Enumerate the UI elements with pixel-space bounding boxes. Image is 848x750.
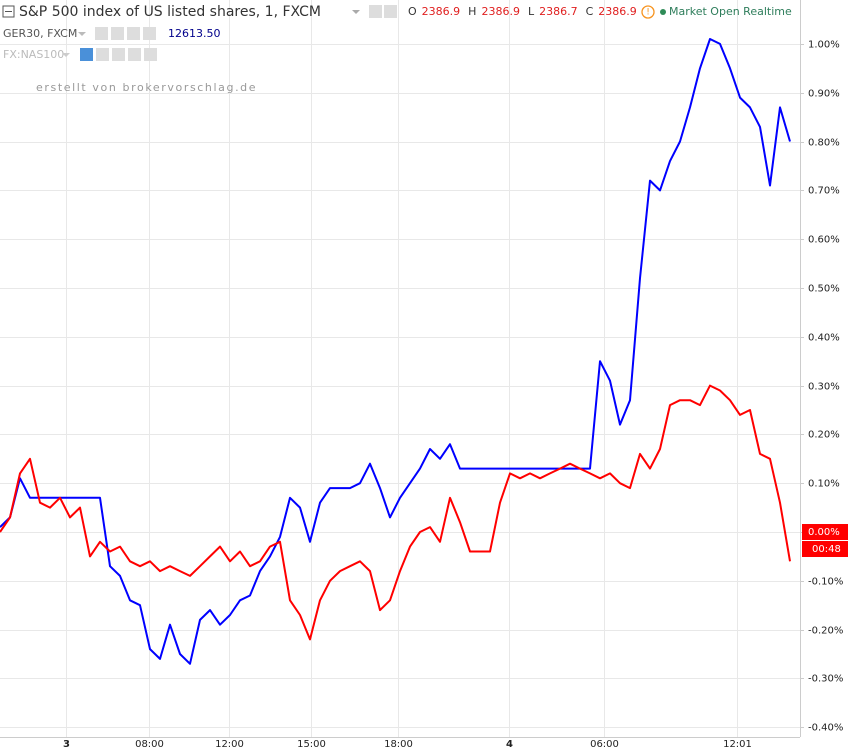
axes: 1.00% 0.90% 0.80% 0.70% 0.60% 0.50% 0.40% 0.30%… <box>63 40 848 750</box>
price-tag-label: 0.00% <box>808 527 840 538</box>
series-line <box>0 38 791 665</box>
y-tick-label: 0.30% <box>808 382 840 393</box>
y-tick-label: 0.60% <box>808 235 840 246</box>
y-tick-label: 0.80% <box>808 138 840 149</box>
ohlc-label: C <box>586 5 594 18</box>
ohlc-label: H <box>468 5 476 18</box>
hidden-comparison: FX:NAS100 <box>3 48 64 61</box>
x-tick-label: 06:00 <box>590 739 619 750</box>
x-tick-label: 3 <box>63 739 70 750</box>
settings-icon[interactable] <box>96 48 109 61</box>
ohlc-value: 2386.9 <box>598 5 637 18</box>
status-dot <box>660 9 666 15</box>
plot <box>0 38 791 665</box>
eye-icon[interactable] <box>80 48 93 61</box>
dropdown-icon[interactable] <box>352 10 360 14</box>
chart-title: S&P 500 index of US listed shares, 1, FX… <box>19 4 321 20</box>
dropdown-icon[interactable] <box>78 32 86 36</box>
y-tick-label: 1.00% <box>808 40 840 51</box>
dropdown-icon[interactable] <box>62 53 70 57</box>
legend-entry: GER30, FXCM <box>3 27 77 40</box>
series-line <box>0 384 791 641</box>
legend-value: 12613.50 <box>168 27 221 40</box>
countdown-label: 00:48 <box>812 544 841 555</box>
ohlc-value: 2386.9 <box>422 5 461 18</box>
ohlc-value: 2386.7 <box>539 5 578 18</box>
y-tick-label: 0.50% <box>808 284 840 295</box>
x-tick-label: 12:01 <box>723 739 752 750</box>
add-icon[interactable] <box>112 48 125 61</box>
y-tick-label: 0.40% <box>808 333 840 344</box>
market-status: Market Open Realtime <box>669 5 792 18</box>
y-tick-label: 0.10% <box>808 479 840 490</box>
y-tick-label: -0.40% <box>808 723 843 734</box>
ohlc-value: 2386.9 <box>481 5 520 18</box>
remove-icon[interactable] <box>128 48 141 61</box>
watermark: erstellt von brokervorschlag.de <box>36 81 257 94</box>
x-tick-label: 18:00 <box>384 739 413 750</box>
alert-icon[interactable] <box>641 5 655 19</box>
settings-icon[interactable] <box>384 5 397 18</box>
eye-icon[interactable] <box>369 5 382 18</box>
close-icon[interactable] <box>144 48 157 61</box>
x-tick-label: 12:00 <box>215 739 244 750</box>
ohlc: O 2386.9 H 2386.9 L 2386.7 C 2386.9 <box>408 5 637 18</box>
x-tick-label: 4 <box>506 739 513 750</box>
x-tick-label: 08:00 <box>135 739 164 750</box>
settings-icon[interactable] <box>111 27 124 40</box>
y-tick-label: 0.20% <box>808 430 840 441</box>
countdown-tag <box>802 541 848 558</box>
remove-icon[interactable] <box>143 27 156 40</box>
add-icon[interactable] <box>127 27 140 40</box>
y-tick-label: 0.90% <box>808 89 840 100</box>
y-tick-label: 0.70% <box>808 186 840 197</box>
ohlc-label: L <box>528 5 535 18</box>
collapse-icon[interactable] <box>2 5 15 18</box>
x-tick-label: 15:00 <box>297 739 326 750</box>
grid <box>0 0 800 737</box>
price-tag <box>802 524 848 541</box>
ohlc-label: O <box>408 5 417 18</box>
y-tick-label: -0.20% <box>808 626 843 637</box>
y-tick-label: -0.10% <box>808 577 843 588</box>
y-tick-label: -0.30% <box>808 674 843 685</box>
eye-icon[interactable] <box>95 27 108 40</box>
alert-mark: ! <box>646 8 650 18</box>
